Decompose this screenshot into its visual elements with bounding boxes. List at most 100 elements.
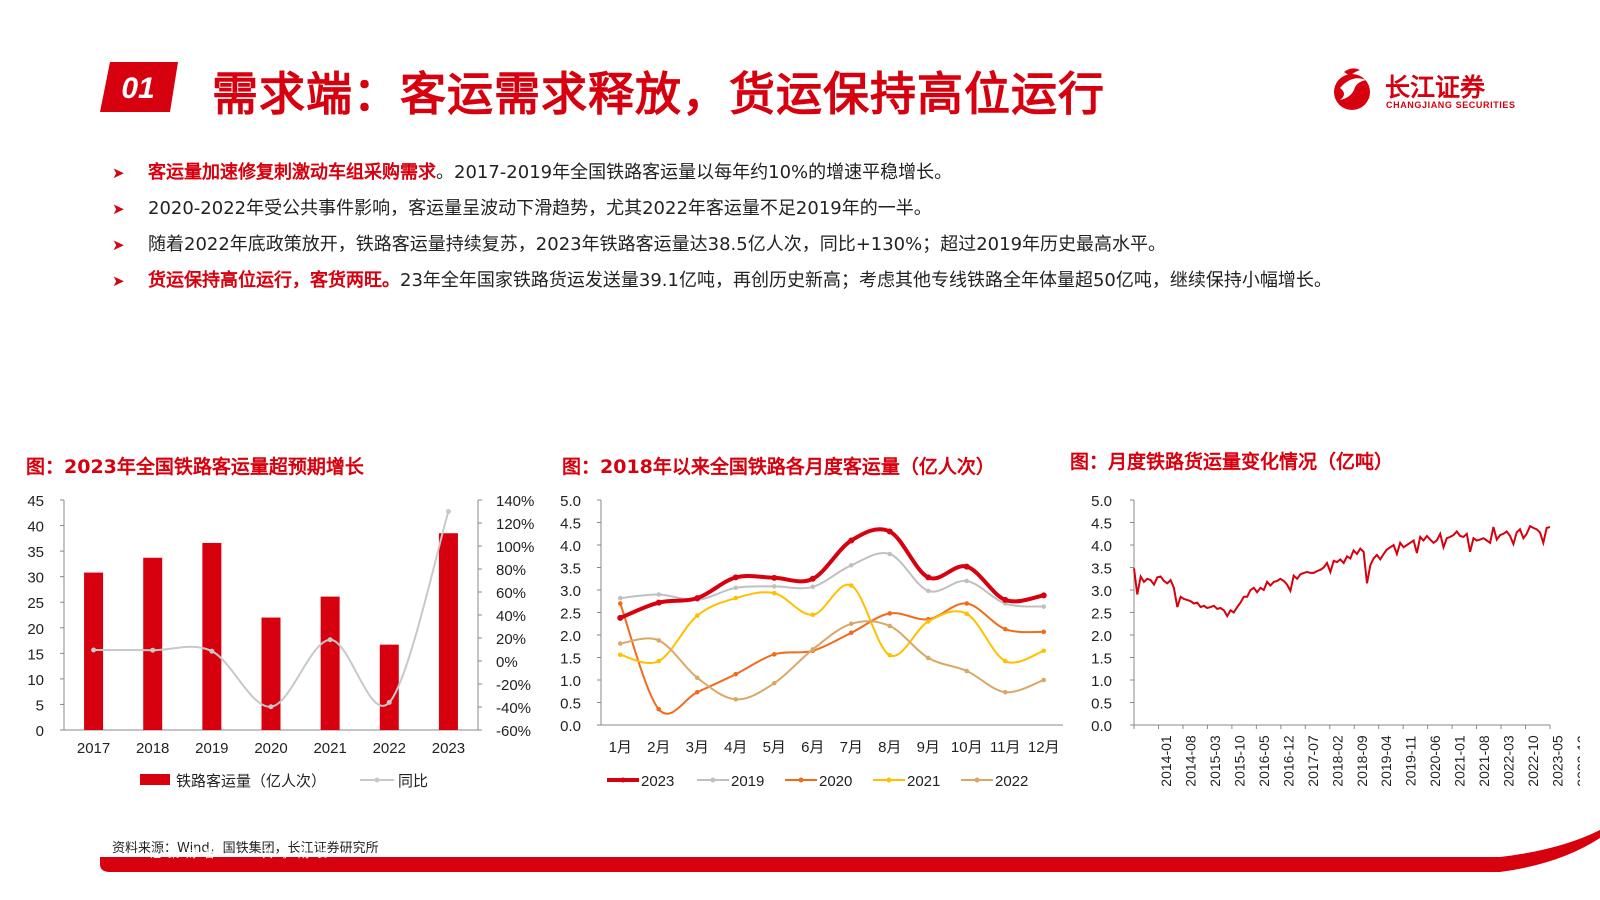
x-tick-label: 2017 [77,740,110,757]
y-tick-label: 4.5 [560,516,581,533]
x-tick-label: 2018-02 [1329,735,1345,787]
x-tick-label: 10月 [951,739,983,756]
x-tick-label: 2016-05 [1256,735,1272,787]
x-tick-label: 4月 [724,739,747,756]
series-point-2019 [925,588,931,594]
y-tick-right-label: 0% [496,654,518,671]
section-number-badge: 01 [100,62,178,112]
y-tick-left-label: 20 [27,621,44,638]
series-line-2022 [620,620,1045,701]
y-tick-label: 0.5 [560,696,581,713]
chart1-title: 图：2023年全国铁路客运量超预期增长 [26,456,364,478]
y-tick-right-label: 120% [496,516,534,533]
x-tick-label: 8月 [878,739,901,756]
x-tick-label: 2021 [313,740,346,757]
series-point-2020 [694,689,700,695]
series-point-2022 [656,638,662,643]
x-tick-label: 5月 [763,739,786,756]
bullet-item: ➤ 2020-2022年受公共事件影响，客运量呈波动下滑趋势，尤其2022年客运量… [112,191,1572,227]
series-point-2020 [887,611,893,616]
x-tick-label: 2014-01 [1158,735,1174,787]
x-tick-label: 9月 [917,739,940,756]
yoy-point [327,637,333,643]
y-tick-label: 1.0 [1091,673,1112,690]
series-point-2023 [886,528,893,535]
legend-swatch-point [620,777,626,783]
x-tick-label: 2019 [195,740,228,757]
series-point-2022 [1041,677,1047,683]
bullet-item: ➤ 随着2022年底政策放开，铁路客运量持续复苏，2023年铁路客运量达38.5亿… [112,227,1572,263]
chart2-title: 图：2018年以来全国铁路各月度客运量（亿人次） [562,456,995,478]
series-point-2019 [617,595,623,601]
x-tick-label: 11月 [990,739,1021,756]
series-point-2019 [848,562,854,568]
series-point-2021 [656,658,662,664]
y-tick-left-label: 5 [36,697,44,714]
series-point-2022 [771,680,777,686]
bullet-text: 随着2022年底政策放开，铁路客运量持续复苏，2023年铁路客运量达38.5亿人… [148,234,1167,255]
y-tick-label: 5.0 [1091,493,1112,510]
x-tick-label: 2021-01 [1452,735,1468,787]
x-tick-label: 2022-03 [1501,735,1517,787]
series-point-2022 [1002,689,1008,695]
y-tick-left-label: 40 [27,519,44,536]
bar [143,557,163,730]
series-point-2021 [1041,648,1047,654]
yoy-point [209,648,215,654]
bar [202,542,222,730]
y-tick-label: 1.0 [560,673,581,690]
series-point-2021 [733,595,739,601]
y-tick-label: 4.0 [560,538,581,555]
y-tick-label: 0.0 [560,718,581,735]
section-number: 01 [121,72,154,105]
phoenix-icon [1334,68,1370,110]
series-point-2020 [733,671,739,677]
x-tick-label: 2020 [254,740,287,757]
series-point-2022 [887,623,893,629]
legend-label: 同比 [398,773,428,790]
series-line-2020 [619,602,1044,715]
yoy-point [445,509,451,514]
series-point-2019 [733,585,739,591]
y-tick-right-label: -40% [496,700,531,717]
series-point-2021 [694,613,700,618]
y-tick-label: 2.0 [560,628,581,645]
y-tick-left-label: 35 [27,544,44,561]
series-line-2021 [620,583,1045,665]
legend-swatch-bar [140,774,170,785]
series-point-2023 [655,599,662,606]
legend-swatch-point [886,777,892,783]
legend-swatch-point [374,777,380,783]
arrow-icon: ➤ [112,200,125,218]
y-tick-label: 2.5 [560,606,581,623]
y-tick-right-label: 140% [496,493,534,510]
bar [320,596,340,730]
series-point-2022 [925,655,931,661]
arrow-icon: ➤ [112,164,125,182]
legend-label: 2023 [641,773,674,790]
series-point-2022 [617,641,623,646]
series-point-2021 [887,652,893,658]
series-point-2023 [1040,592,1047,599]
y-tick-left-label: 15 [27,646,44,663]
y-tick-label: 0.0 [1091,718,1112,735]
y-tick-label: 0.5 [1091,696,1112,713]
series-point-2022 [733,697,739,702]
y-tick-label: 2.0 [1091,628,1112,645]
series-point-2022 [810,647,816,652]
series-point-2020 [771,652,777,657]
x-tick-label: 2月 [647,739,670,756]
series-point-2020 [1041,629,1047,635]
series-point-2022 [694,675,700,681]
arrow-icon: ➤ [112,236,125,254]
chart-passenger-annual: 0 5 10 15 20 25 30 35 40 45 -60% -40% -20% 0% 20% 40% 60… [27,493,534,790]
yoy-point [150,647,156,653]
series-point-2023 [963,563,970,570]
yoy-point [268,704,274,710]
y-tick-right-label: -60% [496,723,531,740]
bullet-list: ➤ 客运量加速修复刺激动车组采购需求。2017-2019年全国铁路客运量以每年约1… [112,155,1572,299]
bullet-text: 2020-2022年受公共事件影响，客运量呈波动下滑趋势，尤其2022年客运量不… [148,198,932,219]
y-tick-label: 1.5 [560,651,581,668]
y-tick-right-label: 60% [496,585,526,602]
x-tick-label: 2015-10 [1231,735,1247,787]
